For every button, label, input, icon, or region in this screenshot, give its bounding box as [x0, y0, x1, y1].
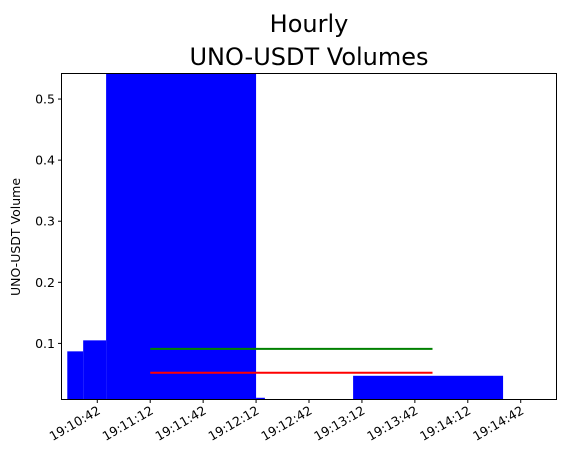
volume-bar-1: [83, 340, 107, 399]
y-tick-label-0: 0.1: [35, 336, 55, 351]
lines-layer: [150, 347, 433, 374]
x-tick-label-5: 19:13:12: [311, 403, 367, 444]
volume-bar-0: [67, 351, 84, 399]
chart-title-line-2: UNO-USDT Volumes: [189, 43, 428, 71]
x-axis: 19:10:4219:11:1219:11:4219:12:1219:12:42…: [47, 399, 526, 444]
volume-bar-3: [256, 397, 265, 399]
x-tick-label-1: 19:11:12: [100, 403, 156, 444]
bars-layer: [67, 74, 504, 399]
x-tick-label-7: 19:14:12: [417, 403, 473, 444]
y-tick-label-2: 0.3: [35, 214, 55, 229]
x-tick-label-0: 19:10:42: [47, 403, 103, 444]
y-tick-label-1: 0.2: [35, 275, 55, 290]
y-tick-label-4: 0.5: [35, 92, 55, 107]
x-tick-label-3: 19:12:12: [205, 403, 261, 444]
x-tick-label-8: 19:14:42: [470, 403, 526, 444]
volume-bar-2: [106, 74, 257, 399]
chart-title-line-1: Hourly: [270, 10, 349, 38]
x-tick-label-4: 19:12:42: [258, 403, 314, 444]
x-tick-label-6: 19:13:42: [364, 403, 420, 444]
y-axis: 0.1 0.2 0.3 0.4 0.5: [35, 92, 62, 351]
y-axis-label: UNO-USDT Volume: [8, 178, 23, 296]
y-tick-label-3: 0.4: [35, 153, 55, 168]
x-tick-label-2: 19:11:42: [153, 403, 209, 444]
volume-bar-4: [353, 375, 504, 399]
